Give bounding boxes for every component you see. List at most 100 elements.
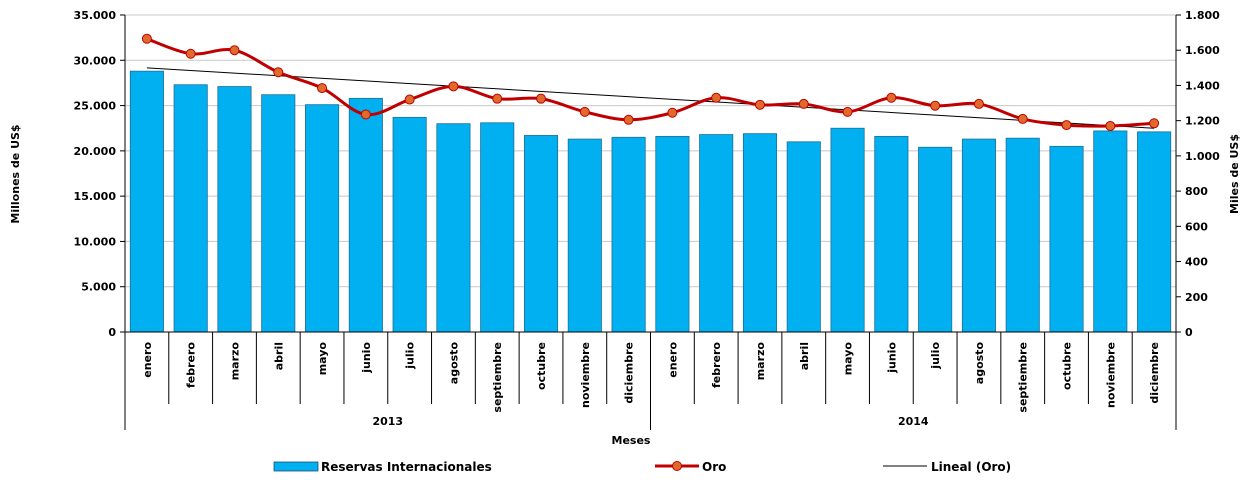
bar — [261, 94, 296, 333]
line-point — [1149, 118, 1160, 129]
line-point — [973, 98, 984, 109]
trendline — [146, 67, 1155, 129]
line-point — [842, 106, 853, 117]
category-label: noviembre — [1104, 342, 1117, 408]
category-label: enero — [141, 342, 154, 378]
group-label: 2013 — [372, 415, 403, 428]
bar — [786, 141, 821, 333]
y2-tick-label: 600 — [1185, 220, 1208, 233]
category-label: febrero — [185, 342, 198, 388]
y-tick-label: 20.000 — [74, 145, 117, 158]
y2-tick-label: 0 — [1185, 326, 1193, 339]
category-label: diciembre — [1148, 342, 1161, 404]
line-point — [711, 92, 722, 103]
y2-tick-label: 400 — [1185, 256, 1208, 269]
bar — [480, 122, 515, 333]
bar — [611, 136, 646, 333]
bar — [523, 135, 559, 333]
bar — [305, 104, 340, 333]
bar — [655, 135, 690, 333]
category-label: abril — [798, 342, 811, 370]
line-point — [141, 33, 152, 44]
category-label: marzo — [754, 342, 767, 381]
y-axis-title: Millones de US$ — [9, 124, 22, 223]
line-path — [146, 37, 1155, 128]
y2-tick-label: 200 — [1185, 291, 1208, 304]
line-point — [229, 45, 240, 56]
y2-tick-label: 1.400 — [1185, 79, 1220, 92]
legend-item-reservas: Reservas Internacionales — [273, 460, 492, 474]
category-label: febrero — [710, 342, 723, 388]
legend: Reservas Internacionales Oro Lineal (Oro… — [273, 460, 1011, 474]
category-label: marzo — [228, 342, 241, 381]
bar — [129, 70, 164, 333]
line-point — [798, 98, 809, 109]
line-point — [448, 81, 459, 92]
group-label: 2014 — [898, 415, 929, 428]
legend-item-oro: Oro — [655, 460, 726, 474]
line-point — [317, 83, 328, 94]
bar — [1137, 131, 1172, 333]
gridlines — [125, 14, 1176, 288]
trendline-series — [146, 67, 1155, 129]
bar-series — [129, 70, 1172, 333]
x-axis-title: Meses — [612, 434, 651, 447]
bar — [742, 133, 778, 333]
bar — [217, 86, 252, 333]
line-point — [754, 99, 765, 110]
category-label: mayo — [316, 342, 329, 376]
category-label: junio — [885, 342, 898, 374]
legend-label-lineal: Lineal (Oro) — [931, 460, 1011, 474]
line-point — [536, 93, 547, 104]
bar — [173, 84, 208, 333]
y-axis-ticks: 0 5.000 10.000 15.000 20.000 25.000 30.000 35.0… — [74, 9, 125, 339]
line-series — [141, 33, 1160, 131]
x-axis-categories: enero febrero marzo abril mayo junio julio agos… — [124, 332, 1177, 430]
legend-swatch-reservas — [273, 461, 319, 472]
category-label: julio — [404, 342, 417, 370]
y2-tick-label: 1.000 — [1185, 150, 1220, 163]
bar — [830, 127, 865, 333]
bar — [567, 138, 602, 333]
legend-label-oro: Oro — [702, 460, 726, 474]
line-point — [886, 92, 897, 103]
line-point — [1017, 113, 1028, 124]
bar — [961, 138, 996, 333]
category-label: septiembre — [491, 342, 504, 413]
y-tick-label: 15.000 — [74, 190, 117, 203]
category-label: noviembre — [579, 342, 592, 408]
category-label: abril — [272, 342, 285, 370]
bar — [699, 134, 734, 333]
line-point — [930, 100, 941, 111]
category-label: agosto — [447, 342, 460, 385]
category-label: agosto — [973, 342, 986, 385]
y-tick-label: 5.000 — [81, 281, 116, 294]
line-point — [1105, 120, 1116, 131]
legend-item-lineal: Lineal (Oro) — [883, 460, 1011, 474]
bar — [348, 97, 383, 333]
y-tick-label: 0 — [108, 326, 116, 339]
y-tick-label: 10.000 — [74, 235, 117, 248]
y2-axis-title: Miles de US$ — [1228, 134, 1241, 214]
y2-tick-label: 1.800 — [1185, 9, 1220, 22]
y2-tick-label: 1.600 — [1185, 44, 1220, 57]
bar — [1005, 137, 1040, 333]
bar — [392, 116, 427, 333]
y2-tick-label: 800 — [1185, 185, 1208, 198]
line-point — [273, 67, 284, 78]
line-point — [185, 48, 196, 59]
category-label: octubre — [1061, 342, 1074, 390]
y2-tick-label: 1.200 — [1185, 115, 1220, 128]
line-point — [360, 109, 371, 120]
category-label: enero — [666, 342, 679, 378]
legend-marker-oro — [672, 461, 682, 471]
y-tick-label: 25.000 — [74, 100, 117, 113]
line-point — [492, 93, 503, 104]
y-tick-label: 30.000 — [74, 54, 117, 67]
legend-label-reservas: Reservas Internacionales — [321, 460, 492, 474]
line-point — [667, 107, 678, 118]
category-label: junio — [360, 342, 373, 374]
category-label: julio — [929, 342, 942, 370]
line-point — [404, 94, 415, 105]
line-point — [623, 114, 634, 125]
